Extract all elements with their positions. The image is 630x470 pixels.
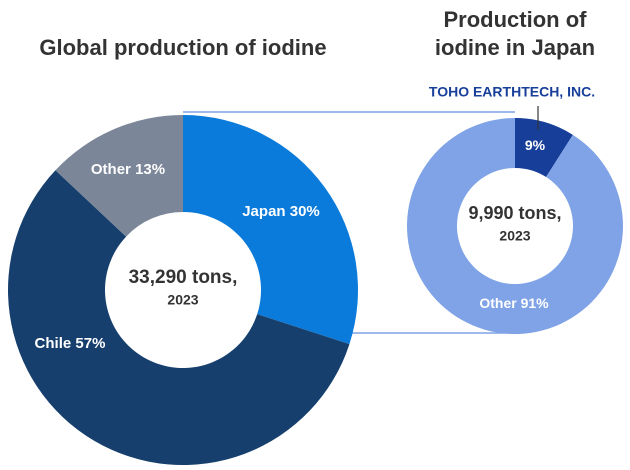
segment-label: Chile 57% xyxy=(35,335,106,352)
segment-label: Other 13% xyxy=(91,161,165,178)
category-label: Chile xyxy=(35,335,72,352)
center-sublabel: 2023 xyxy=(167,292,198,308)
category-label: Other xyxy=(479,295,517,311)
chart-title: Global production of iodine xyxy=(39,35,327,60)
segment-label: 9% xyxy=(525,137,546,153)
center-label: 9,990 tons, xyxy=(468,203,561,223)
value-label: 13% xyxy=(135,161,165,178)
value-label: 9% xyxy=(525,137,546,153)
center-label: 33,290 tons, xyxy=(129,267,238,288)
category-label: Other xyxy=(91,161,131,178)
value-label: 91% xyxy=(521,295,550,311)
category-label: Japan xyxy=(242,203,285,220)
donut-segment xyxy=(407,118,624,334)
donut-segment xyxy=(183,115,358,345)
category-label: TOHO EARTHTECH, INC. xyxy=(429,84,595,100)
value-label: 30% xyxy=(290,203,320,220)
donut-segment xyxy=(515,118,573,178)
donut-segment xyxy=(55,115,183,237)
segment-label: Japan 30% xyxy=(242,203,320,220)
value-label: 57% xyxy=(75,335,105,352)
chart-title: Production of iodine in Japan xyxy=(434,7,596,60)
center-sublabel: 2023 xyxy=(499,228,530,244)
segment-label: Other 91% xyxy=(479,295,549,311)
donut-segment xyxy=(7,170,350,466)
